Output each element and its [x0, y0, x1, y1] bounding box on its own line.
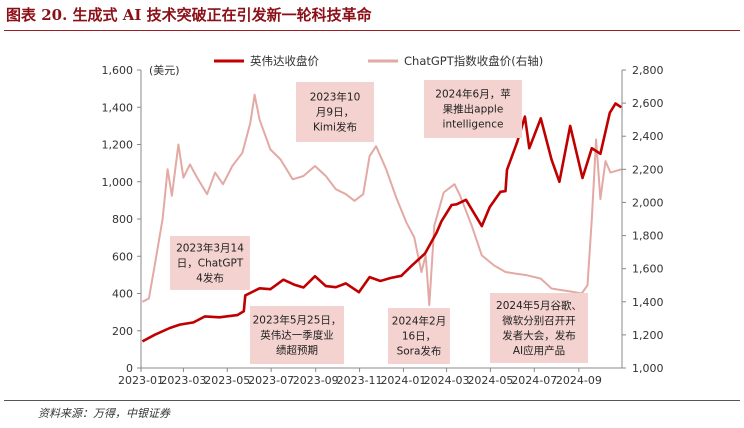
x-tick-label: 2023-05	[204, 374, 250, 387]
x-tick-label: 2023-01	[118, 374, 164, 387]
x-tick-label: 2024-09	[556, 374, 602, 387]
right-tick-label: 1,800	[632, 230, 664, 243]
x-tick-label: 2024-01	[380, 374, 426, 387]
left-tick-label: 800	[112, 213, 133, 226]
right-tick-label: 2,600	[632, 97, 664, 110]
annotation-text: 16日，	[402, 331, 436, 343]
annotation-text: 2024年5月谷歌、	[496, 299, 582, 312]
series-line-nvidia	[141, 102, 623, 343]
left-tick-label: 200	[112, 325, 133, 338]
title-rule	[4, 30, 740, 31]
right-tick-label: 2,200	[632, 163, 664, 176]
annotation-text: 2024年6月，苹	[435, 88, 510, 101]
annotation-box	[296, 82, 374, 142]
x-tick-label: 2023-09	[293, 374, 339, 387]
annotation-box	[170, 236, 250, 290]
annotation-text: 微软分别召开开	[502, 314, 576, 327]
annotation-text: Sora发布	[397, 345, 442, 358]
annotation-text: 发者大会，发布	[502, 329, 576, 342]
left-axis-unit: (美元)	[149, 64, 180, 77]
annotation-text: 绩超预期	[276, 344, 318, 357]
left-tick-label: 1,600	[102, 64, 134, 77]
annotation-text: 2023年10	[310, 91, 361, 104]
annotation-box	[490, 293, 588, 363]
annotation-text: 2023年3月14	[176, 242, 244, 255]
legend-label-nvidia: 英伟达收盘价	[250, 54, 319, 68]
right-tick-label: 1,400	[632, 296, 664, 309]
annotation-text: AI应用产品	[513, 344, 565, 357]
right-tick-label: 1,600	[632, 263, 664, 276]
legend-label-chatgpt-index: ChatGPT指数收盘价(右轴)	[404, 54, 543, 68]
right-tick-label: 2,400	[632, 130, 664, 143]
source-note: 资料来源：万得，中银证券	[38, 407, 170, 420]
left-tick-label: 1,200	[102, 139, 134, 152]
annotation-text: 4发布	[196, 272, 224, 285]
annotation-text: 英伟达一季度业	[260, 329, 334, 342]
annotation-text: Kimi发布	[313, 121, 357, 134]
left-tick-label: 1,000	[102, 176, 134, 189]
annotation-text: 2024年2月	[392, 315, 446, 328]
series-line-chatgpt-index	[141, 93, 622, 307]
source-rule	[4, 400, 740, 401]
annotation-text: 月9日，	[316, 107, 354, 119]
x-tick-label: 2023-11	[337, 374, 383, 387]
x-tick-label: 2023-03	[160, 374, 206, 387]
left-tick-label: 0	[126, 362, 133, 375]
legend: 英伟达收盘价 ChatGPT指数收盘价(右轴)	[214, 54, 543, 68]
annotation-callout: 2024年2月 16日， Sora发布	[388, 308, 450, 364]
x-tick-label: 2024-07	[511, 374, 557, 387]
left-tick-label: 400	[112, 288, 133, 301]
annotation-text: 日，ChatGPT	[177, 258, 244, 270]
right-tick-label: 2,000	[632, 196, 664, 209]
x-tick-label: 2023-07	[248, 374, 294, 387]
right-tick-label: 1,200	[632, 329, 664, 342]
left-tick-label: 600	[112, 250, 133, 263]
left-tick-label: 1,400	[102, 101, 134, 114]
annotation-callout: 2023年3月14 日，ChatGPT 4发布	[170, 236, 250, 290]
x-tick-label: 2024-03	[424, 374, 470, 387]
series-lines	[141, 93, 623, 343]
axes: 0 200 400 600 800 1,000 1,200 1,400 1,600 1,000 1,…	[102, 64, 664, 387]
annotation-text: intelligence	[443, 119, 504, 131]
right-tick-label: 1,000	[632, 362, 664, 375]
x-tick-label: 2024-05	[467, 374, 513, 387]
annotation-callout: 2023年10 月9日， Kimi发布	[296, 82, 374, 142]
annotation-box	[388, 308, 450, 364]
right-tick-label: 2,800	[632, 64, 664, 77]
annotation-box	[250, 306, 344, 364]
figure-title: 图表 20. 生成式 AI 技术突破正在引发新一轮科技革命	[6, 6, 372, 24]
annotation-text: 果推出apple	[443, 103, 504, 116]
annotation-text: 2023年5月25日，	[253, 314, 342, 327]
annotation-box	[424, 80, 522, 138]
